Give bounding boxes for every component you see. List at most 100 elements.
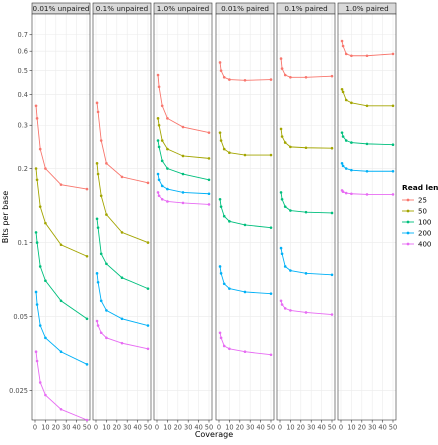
data-point — [289, 75, 292, 79]
x-tick-label: 30 — [184, 424, 192, 432]
legend-item: 200 — [402, 229, 431, 237]
series-line — [35, 105, 88, 190]
data-point — [38, 381, 42, 384]
data-point — [219, 336, 223, 340]
data-point — [219, 205, 223, 208]
data-point — [35, 359, 39, 363]
data-point — [160, 197, 164, 201]
data-point — [344, 52, 348, 56]
data-point — [34, 167, 38, 170]
data-point — [365, 193, 369, 196]
data-point — [243, 290, 247, 294]
data-point — [222, 75, 226, 79]
x-tick-label: 20 — [174, 424, 182, 432]
series-25 — [95, 101, 150, 185]
facet-panel: 0.1% unpaired 0 10 20 30 40 50 — [92, 2, 152, 432]
data-point — [283, 73, 287, 77]
data-point — [304, 146, 308, 150]
data-point — [160, 159, 164, 163]
data-point — [391, 193, 395, 196]
series-line — [96, 102, 149, 184]
data-point — [44, 336, 47, 340]
x-tick-label: 40 — [378, 424, 386, 432]
data-point — [181, 125, 185, 129]
facet-panel: 0.01% unpaired 0 10 20 30 40 50 — [31, 2, 91, 432]
y-tick-label: 0.4 — [18, 91, 29, 99]
data-point — [160, 139, 164, 142]
data-point — [330, 146, 334, 150]
data-point — [207, 157, 211, 160]
x-tick-label: 0 — [217, 424, 221, 432]
data-point — [95, 162, 99, 165]
series-200 — [156, 172, 211, 196]
x-tick-label: 10 — [225, 424, 233, 432]
data-point — [341, 44, 345, 48]
x-tick-label: 10 — [102, 424, 110, 432]
data-point — [283, 265, 287, 268]
data-point — [96, 324, 100, 327]
data-point — [105, 336, 108, 340]
series-50 — [218, 131, 273, 157]
data-point — [228, 347, 231, 351]
data-point — [269, 292, 273, 295]
x-tick-label: 40 — [317, 424, 325, 432]
data-point — [365, 104, 369, 108]
facet-panel: 0.1% paired 0 10 20 30 40 50 — [276, 2, 336, 432]
data-point — [279, 299, 283, 303]
data-point — [181, 172, 185, 176]
data-point — [280, 197, 284, 201]
data-point — [146, 324, 150, 327]
data-point — [243, 78, 247, 82]
data-point — [44, 393, 47, 397]
x-tick-label: 10 — [286, 424, 294, 432]
x-tick-label: 10 — [163, 424, 171, 432]
y-tick-label: 0.025 — [9, 387, 28, 395]
x-tick-label: 0 — [155, 424, 159, 432]
data-point — [304, 311, 308, 314]
legend-label: 400 — [418, 240, 431, 248]
x-tick-label: 30 — [307, 424, 315, 432]
data-point — [166, 187, 169, 191]
data-point — [219, 139, 223, 142]
series-50 — [279, 127, 334, 150]
data-point — [160, 104, 164, 108]
data-point — [59, 350, 63, 354]
data-point — [207, 178, 211, 182]
series-line — [35, 168, 88, 257]
data-point — [96, 110, 100, 114]
series-25 — [218, 61, 273, 82]
data-point — [391, 169, 395, 173]
legend-label: 100 — [418, 218, 431, 226]
data-point — [280, 67, 284, 70]
x-tick-label: 40 — [133, 424, 141, 432]
data-point — [99, 194, 103, 198]
x-tick-label: 20 — [236, 424, 244, 432]
panel-border — [92, 13, 152, 421]
series-line — [96, 163, 149, 244]
data-point — [341, 135, 345, 138]
legend-label: 50 — [418, 207, 427, 215]
data-point — [218, 265, 222, 268]
series-50 — [340, 88, 395, 108]
data-point — [105, 213, 108, 216]
data-point — [181, 201, 185, 205]
data-point — [59, 183, 63, 186]
data-point — [85, 254, 89, 258]
data-point — [269, 226, 273, 229]
data-point — [95, 217, 99, 221]
data-point — [350, 192, 353, 196]
data-point — [85, 317, 89, 321]
data-point — [59, 243, 63, 247]
series-line — [219, 132, 271, 156]
facet-strip-label: 1.0% paired — [345, 4, 388, 13]
x-tick-label: 20 — [358, 424, 366, 432]
data-point — [365, 142, 369, 146]
facet-panel: 1.0% unpaired 0 10 20 30 40 50 — [153, 2, 213, 432]
legend-item: 50 — [402, 207, 427, 215]
series-100 — [340, 131, 395, 147]
series-200 — [34, 290, 89, 366]
data-point — [99, 139, 103, 142]
data-point — [365, 54, 369, 58]
data-point — [289, 145, 292, 149]
